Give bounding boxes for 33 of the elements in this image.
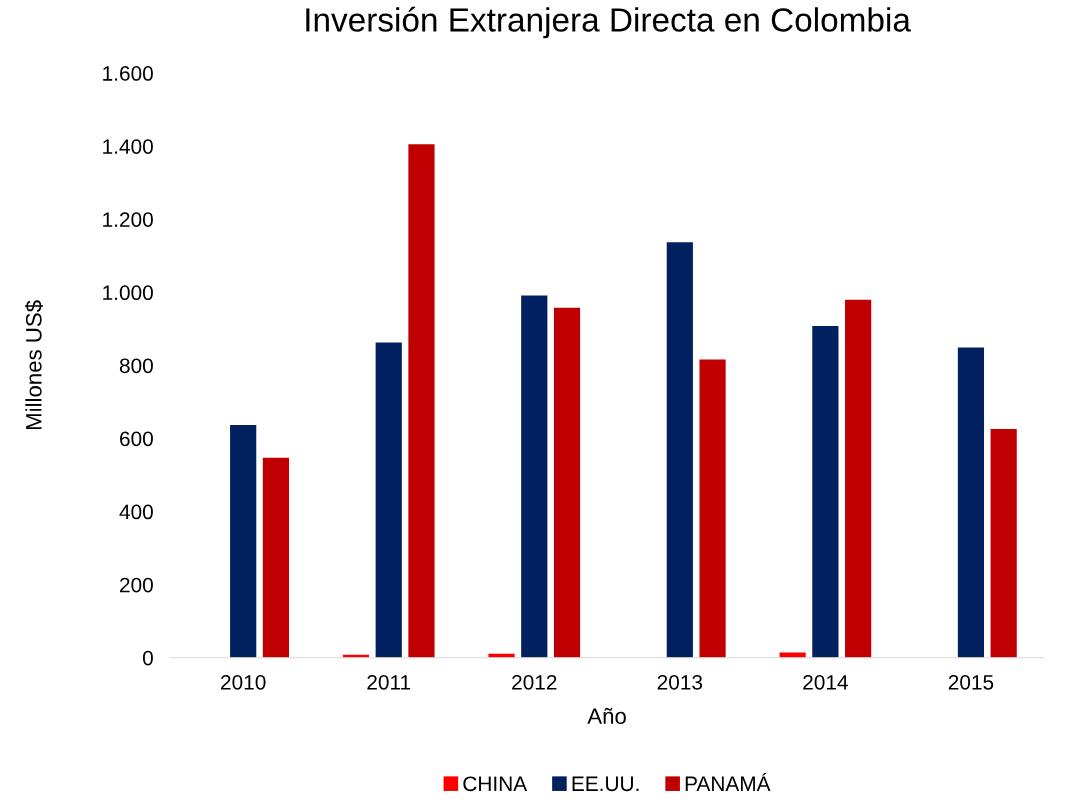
x-axis-title: Año: [587, 707, 626, 725]
bar: [812, 325, 839, 658]
bar: [553, 307, 581, 658]
y-tick-label: 200: [120, 577, 153, 593]
x-tick-label: 2013: [657, 674, 703, 690]
bar: [957, 347, 985, 658]
bar: [666, 242, 693, 658]
y-tick-label: 1.600: [103, 66, 153, 81]
bar: [990, 428, 1017, 658]
bar: [230, 424, 257, 658]
y-tick-label: 400: [119, 504, 153, 520]
y-tick-label: 800: [119, 358, 153, 374]
bar: [408, 144, 435, 658]
x-tick-label: 2011: [367, 674, 411, 690]
y-tick-label: 600: [120, 431, 153, 447]
bar: [375, 342, 402, 658]
bar: [262, 457, 290, 658]
y-tick-label: 1.000: [103, 285, 153, 301]
y-tick-label: 1.200: [103, 212, 153, 227]
bar: [699, 359, 726, 658]
x-tick-label: 2014: [803, 674, 848, 690]
legend-label: PANAMÁ: [685, 772, 771, 791]
x-tick-label: 2015: [948, 674, 994, 690]
x-tick-label: 2012: [512, 674, 557, 690]
bar: [521, 295, 548, 658]
chart-title: Inversión Extranjera Directa en Colombia: [306, 6, 911, 39]
y-tick-label: 1.400: [103, 139, 153, 154]
x-tick-label: 2010: [221, 674, 266, 690]
legend-label: EE.UU.: [572, 776, 639, 792]
y-tick-label: 0: [142, 650, 153, 666]
y-axis-title: Millones US$: [24, 300, 43, 430]
legend-label: CHINA: [463, 776, 528, 792]
bar: [845, 299, 872, 658]
